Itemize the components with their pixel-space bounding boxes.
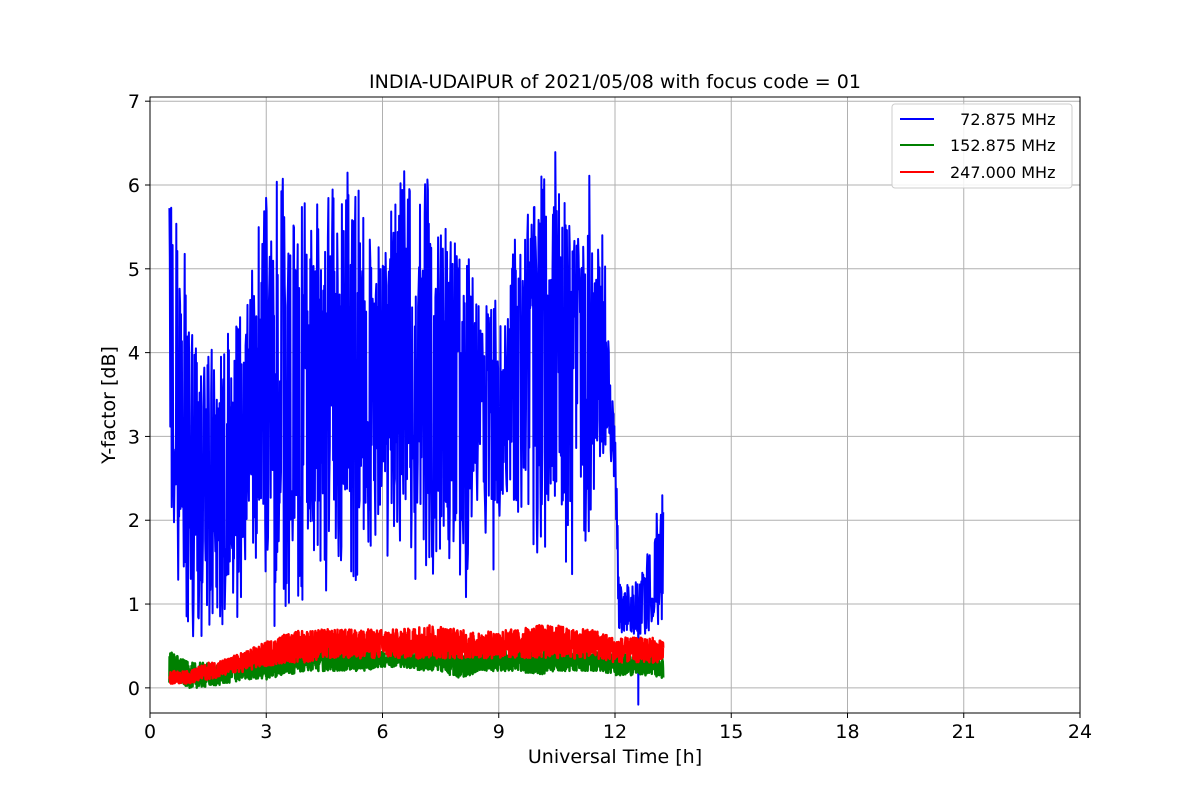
x-axis: 0 3 6 9 12 15 18 21 24 xyxy=(144,713,1092,743)
x-tick-label: 21 xyxy=(952,721,976,743)
x-tick-label: 18 xyxy=(835,721,859,743)
x-tick-label: 6 xyxy=(376,721,388,743)
legend: 72.875 MHz 152.875 MHz 247.000 MHz xyxy=(891,103,1073,189)
x-axis-label: Universal Time [h] xyxy=(528,746,702,768)
y-tick-label: 3 xyxy=(128,426,140,448)
y-tick-label: 2 xyxy=(128,510,140,532)
chart-title: INDIA-UDAIPUR of 2021/05/08 with focus c… xyxy=(369,71,861,93)
y-tick-label: 4 xyxy=(128,343,140,365)
legend-label-72875: 72.875 MHz xyxy=(950,110,1055,129)
y-tick-label: 5 xyxy=(128,259,140,281)
x-tick-label: 0 xyxy=(144,721,156,743)
y-axis: 0 1 2 3 4 5 6 7 xyxy=(128,91,150,700)
y-tick-label: 1 xyxy=(128,594,140,616)
y-tick-label: 6 xyxy=(128,175,140,197)
series-line-72-875-mhz xyxy=(168,151,665,706)
series-line-247-000-mhz xyxy=(168,624,665,685)
y-tick-label: 0 xyxy=(128,678,140,700)
x-tick-label: 3 xyxy=(260,721,272,743)
y-tick-label: 7 xyxy=(128,91,140,113)
x-tick-label: 24 xyxy=(1068,721,1092,743)
legend-label-247000: 247.000 MHz xyxy=(950,163,1055,182)
series-layer xyxy=(168,151,665,706)
x-tick-label: 9 xyxy=(493,721,505,743)
x-tick-label: 15 xyxy=(719,721,743,743)
x-tick-label: 12 xyxy=(603,721,627,743)
legend-box xyxy=(891,103,1073,189)
y-axis-label: Y-factor [dB] xyxy=(98,346,120,465)
legend-label-152875: 152.875 MHz xyxy=(950,136,1055,155)
